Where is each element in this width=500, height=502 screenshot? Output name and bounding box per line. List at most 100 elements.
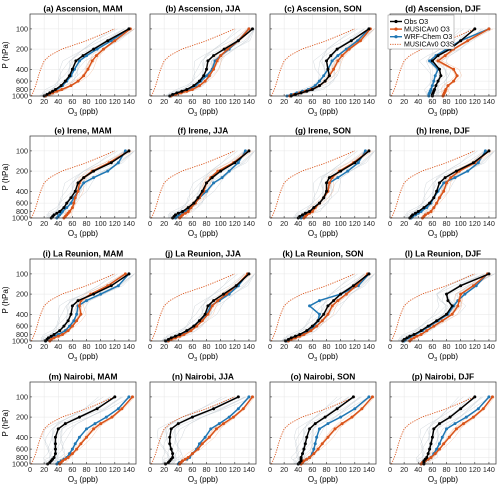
series-wrf-chem-o3-point <box>367 395 371 399</box>
axes-frame <box>149 381 257 465</box>
panel-title: (n) Nairobi, JJA <box>172 372 234 382</box>
series-obs-o3-point <box>310 324 314 328</box>
series-obs-o3-point <box>109 284 113 288</box>
series-obs-o3-point <box>351 395 355 399</box>
series-musicav0-o3-point <box>310 209 314 213</box>
series-obs-o3-point <box>298 215 302 219</box>
series-musicav0-o3-point <box>70 206 74 210</box>
x-tick-label: 80 <box>83 342 91 351</box>
y-tick-label: 600 <box>16 77 28 86</box>
series-obs-o3-point <box>63 79 67 83</box>
y-tick-label: 100 <box>16 269 28 278</box>
x-axis-label-unit: (ppb) <box>437 352 458 361</box>
series-musicav0-o3-point <box>92 427 96 431</box>
panel-title: (i) La Reunion, MAM <box>43 249 124 259</box>
series-musicav0-o3-point <box>340 422 344 426</box>
series-obs-o3-point <box>219 169 223 173</box>
x-tick-label: 80 <box>83 97 91 106</box>
x-tick-label: 60 <box>188 97 196 106</box>
x-tick-label: 120 <box>109 465 121 474</box>
x-axis-label-unit: (ppb) <box>437 107 458 116</box>
series-obs-o3-point <box>53 435 57 439</box>
axes-frame <box>269 258 377 342</box>
sonde-profile-line <box>404 150 478 219</box>
series-obs-o3-point <box>439 74 443 78</box>
series-obs-o3-point <box>434 84 438 88</box>
series-obs-o3-point <box>326 304 330 308</box>
axes-frame <box>29 381 137 465</box>
series-wrf-chem-o3-point <box>346 169 350 173</box>
x-tick-label: 140 <box>123 97 135 106</box>
series-musicav0-o3-point <box>445 181 449 185</box>
panel-d: 0 20 40 60 80 100 120 140 (d) Ascension, DJF O3 (… <box>387 4 497 118</box>
series-obs-o3-point <box>127 27 131 31</box>
series-obs-o3-point <box>299 455 303 459</box>
legend-marker <box>394 35 398 39</box>
x-tick-label: 80 <box>203 97 211 106</box>
x-tick-label: 40 <box>174 342 182 351</box>
series-wrf-chem-o3-point <box>429 87 433 91</box>
x-axis-label-o: O <box>428 352 434 361</box>
x-tick-label: 0 <box>148 465 152 474</box>
x-tick-label: 20 <box>400 97 408 106</box>
series-obs-o3-point <box>323 79 327 83</box>
x-axis-label: O3 (ppb) <box>308 107 339 118</box>
sonde-profile-line <box>45 150 118 219</box>
series-wrf-chem-o3-point <box>326 422 330 426</box>
series-wrf-chem-o3-point <box>330 59 334 63</box>
series-musicav0-o3-point <box>123 272 127 276</box>
panel-n: 0 20 40 60 80 100 120 140 (n) Nairobi, JJA O3 (pp… <box>148 372 257 486</box>
x-axis-label: O3 (ppb) <box>428 107 459 118</box>
series-obs-o3-point <box>190 415 194 419</box>
x-tick-label: 20 <box>280 465 288 474</box>
series-wrf-chem-o3-point <box>65 206 69 210</box>
series-obs-o3-point <box>430 59 434 63</box>
series-obs-o3-point <box>203 312 207 316</box>
series-wrf-chem-o3-point <box>442 181 446 185</box>
series-obs-o3-point <box>46 336 50 340</box>
y-tick-label: 800 <box>16 207 28 216</box>
sonde-profile-line <box>40 28 125 97</box>
x-tick-label: 120 <box>229 97 241 106</box>
series-wrf-chem-o3-point <box>227 415 231 419</box>
y-tick-label: 200 <box>16 290 28 299</box>
x-axis-label: O3 (ppb) <box>188 475 219 486</box>
series-musicav0-o3-point <box>219 54 223 58</box>
sonde-profile-line <box>41 28 118 97</box>
x-tick-label: 100 <box>95 465 107 474</box>
series-wrf-chem-o3-point <box>73 442 77 446</box>
axes-frame <box>269 381 377 465</box>
series-obs-o3-point <box>186 206 190 210</box>
series-obs-o3-point <box>113 395 117 399</box>
series-wrf-chem-o3-point <box>243 149 247 153</box>
series-obs-o3-point <box>55 211 59 215</box>
series-obs-o3-point <box>180 89 184 93</box>
series-musicav0-o3-point <box>226 47 230 51</box>
sonde-profile-line <box>294 150 358 219</box>
x-tick-label: 20 <box>40 97 48 106</box>
panel-title: (h) Irene, DJF <box>416 126 470 136</box>
series-obs-o3-point <box>169 447 173 451</box>
series-musicav0-o3-point <box>77 304 81 308</box>
series-obs-o3-point <box>51 89 55 93</box>
sonde-profile-line <box>171 396 255 465</box>
series-obs-o3-point <box>302 447 306 451</box>
series-wrf-chem-o3-point <box>483 149 487 153</box>
x-tick-label: 60 <box>428 465 436 474</box>
x-tick-label: 0 <box>388 342 392 351</box>
sonde-profile-line <box>48 396 122 465</box>
series-wrf-chem-o3-point <box>466 169 470 173</box>
x-tick-label: 60 <box>308 219 316 228</box>
series-obs-o3-point <box>293 93 297 97</box>
series-musicav0-o3-point <box>429 209 433 213</box>
series-wrf-chem-o3-point <box>82 181 86 185</box>
series-wrf-chem-o3-point <box>428 59 432 63</box>
x-tick-label: 40 <box>414 97 422 106</box>
y-tick-label: 400 <box>16 187 28 196</box>
x-axis-label-unit: (ppb) <box>77 229 98 238</box>
series-obs-o3-point <box>316 319 320 323</box>
sonde-profile-line <box>399 273 478 342</box>
series-obs-o3-point <box>301 452 305 456</box>
series-obs-o3-point <box>185 329 189 333</box>
series-obs-o3-point <box>192 84 196 88</box>
